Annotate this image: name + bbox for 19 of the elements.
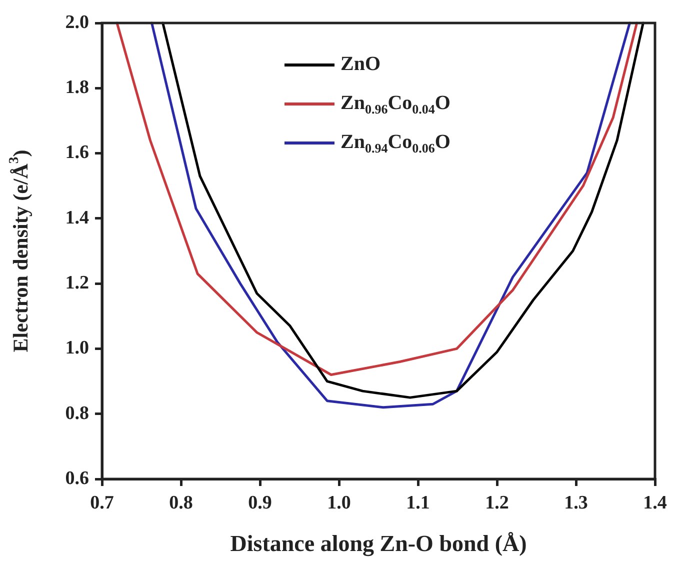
x-tick-label: 1.1 xyxy=(406,492,430,514)
legend-label: ZnO xyxy=(340,53,381,76)
y-axis-title: Electron density (e/Å3) xyxy=(6,150,32,352)
x-tick-label: 0.9 xyxy=(248,492,272,514)
x-tick-label: 1.2 xyxy=(485,492,509,514)
x-tick-label: 0.8 xyxy=(169,492,193,514)
y-tick-label: 1.4 xyxy=(65,207,90,228)
y-tick-label: 1.6 xyxy=(65,142,89,164)
x-tick-label: 1.0 xyxy=(327,492,351,514)
y-tick-label: 1.0 xyxy=(65,338,89,359)
x-tick-label: 1.3 xyxy=(564,492,588,514)
y-tick-label: 1.2 xyxy=(65,272,89,294)
x-tick-label: 1.4 xyxy=(643,492,668,514)
y-tick-label: 0.6 xyxy=(65,468,89,489)
y-tick-label: 1.8 xyxy=(65,77,89,98)
y-tick-label: 0.8 xyxy=(65,402,89,424)
x-axis-title: Distance along Zn-O bond (Å) xyxy=(230,530,527,557)
y-tick-label: 2.0 xyxy=(65,12,89,33)
x-tick-label: 0.7 xyxy=(90,492,114,514)
